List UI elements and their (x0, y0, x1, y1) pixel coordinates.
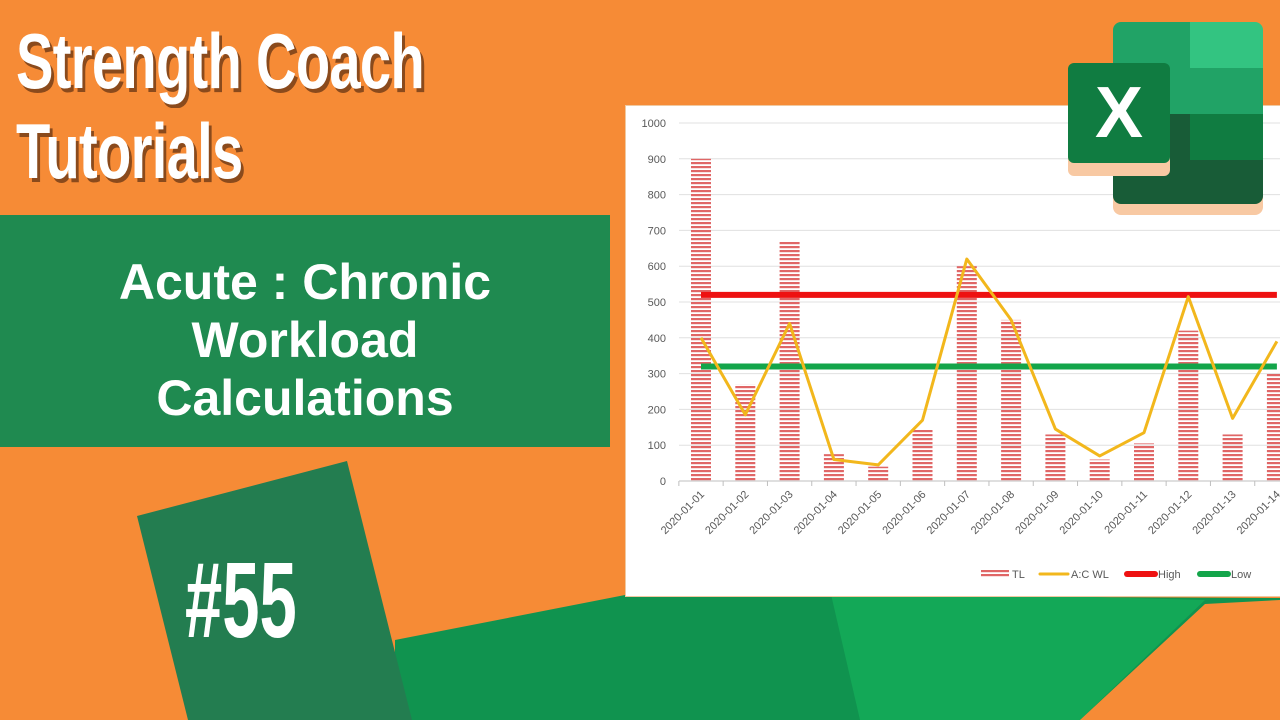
legend-label: Low (1231, 569, 1251, 581)
y-tick-label: 700 (648, 225, 666, 237)
tl-bar (691, 158, 711, 482)
y-tick-label: 100 (648, 440, 666, 452)
tl-bar (912, 429, 933, 481)
x-tick-label: 2020-01-06 (880, 489, 928, 537)
x-tick-label: 2020-01-05 (836, 489, 884, 537)
channel-title-line1: Strength Coach (16, 17, 425, 105)
x-tick-label: 2020-01-07 (925, 489, 973, 537)
tl-bar (1266, 373, 1280, 481)
y-tick-label: 200 (648, 404, 666, 416)
y-tick-label: 900 (648, 154, 666, 166)
y-tick-label: 400 (648, 333, 666, 345)
subtitle-band (0, 215, 610, 447)
chart-panel: 0 100 200 300 400 500 600 700 800 900 1000 2020-01-… (625, 105, 1280, 597)
tl-bar (1045, 434, 1066, 481)
x-tick-label: 2020-01-13 (1190, 489, 1238, 537)
subtitle-line3: Calculations (156, 370, 454, 426)
tl-bar (1222, 434, 1243, 481)
x-tick-label: 2020-01-02 (703, 489, 751, 537)
x-tick-label: 2020-01-11 (1102, 489, 1150, 537)
x-tick-label: 2020-01-09 (1013, 489, 1061, 537)
y-tick-label: 500 (648, 297, 666, 309)
legend-label: A:C WL (1071, 569, 1109, 581)
x-tick-label: 2020-01-01 (659, 489, 707, 537)
legend-label: TL (1012, 569, 1025, 581)
y-tick-label: 800 (648, 190, 666, 202)
tl-bar (779, 241, 800, 481)
tl-bar (1178, 330, 1199, 481)
x-tick-label: 2020-01-10 (1058, 489, 1106, 537)
excel-x-icon: X (1068, 63, 1170, 163)
tl-bar (956, 266, 977, 481)
subtitle-line1: Acute : Chronic (118, 254, 492, 310)
episode-number: #55 (185, 539, 297, 660)
y-tick-label: 600 (648, 261, 666, 273)
x-tick-label: 2020-01-08 (969, 489, 1017, 537)
acwr-chart: 0 100 200 300 400 500 600 700 800 900 1000 2020-01-… (642, 118, 1280, 581)
tl-bar (1001, 319, 1022, 481)
series-a-c-wl-line (699, 257, 1279, 467)
y-tick-label: 300 (648, 369, 666, 381)
y-tick-label: 1000 (642, 118, 666, 130)
legend-label: High (1158, 569, 1181, 581)
x-tick-label: 2020-01-12 (1146, 489, 1194, 537)
tl-bar (1089, 459, 1110, 481)
subtitle-line2: Workload (191, 312, 419, 368)
video-subtitle: Acute : Chronic Workload Calculations (0, 253, 610, 427)
x-tick-label: 2020-01-14 (1235, 489, 1280, 537)
channel-title-line2: Tutorials (16, 107, 243, 195)
x-tick-label: 2020-01-04 (792, 489, 840, 537)
legend-tl-swatch (981, 569, 1009, 577)
x-tick-label: 2020-01-03 (747, 489, 795, 537)
tl-bar (1134, 443, 1154, 481)
y-tick-label: 0 (660, 476, 666, 488)
tl-bar (868, 466, 889, 481)
